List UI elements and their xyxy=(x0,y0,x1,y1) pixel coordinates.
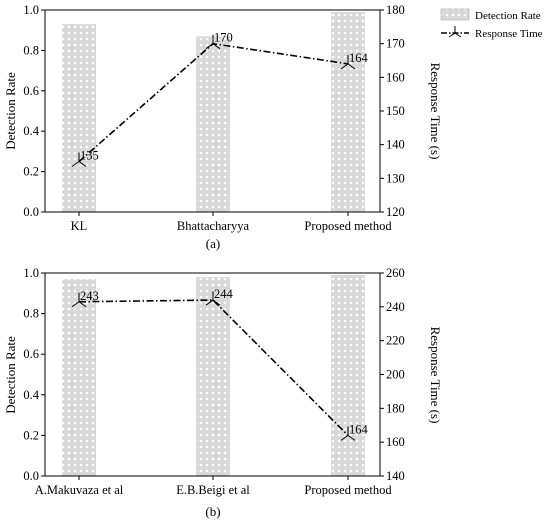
y-tick-label: 0.2 xyxy=(23,428,39,442)
bar-2 xyxy=(196,277,230,476)
x-tick-label: KL xyxy=(71,219,88,233)
response-time-line xyxy=(78,299,349,436)
panel-a-y-ticks: 0.0 0.2 0.4 0.6 0.8 1.0 xyxy=(23,3,45,219)
y-tick-label: 0.6 xyxy=(23,84,39,98)
panel-a-y2-ticks: 120 130 140 150 160 170 180 xyxy=(380,3,405,219)
response-time-data-label: 244 xyxy=(214,287,234,301)
x-tick-label: E.B.Beigi et al xyxy=(176,483,250,497)
response-time-data-label: 164 xyxy=(349,51,369,65)
y2-tick-label: 140 xyxy=(386,469,405,483)
y2-tick-label: 140 xyxy=(386,138,405,152)
panel-b-x-ticks: A.Makuvaza et al E.B.Beigi et al Proposed … xyxy=(35,476,392,497)
x-tick-label: Proposed method xyxy=(304,483,392,497)
y2-tick-label: 120 xyxy=(386,205,405,219)
y2-tick-label: 130 xyxy=(386,171,405,185)
bar-1 xyxy=(62,24,96,212)
y-tick-label: 0.8 xyxy=(23,307,39,321)
response-time-data-label: 164 xyxy=(349,422,369,436)
y2-tick-label: 150 xyxy=(386,104,405,118)
panel-a-y2label: Response Time (s) xyxy=(428,63,443,160)
y2-tick-label: 160 xyxy=(386,435,405,449)
response-time-marker xyxy=(205,34,221,50)
y2-tick-label: 200 xyxy=(386,368,405,382)
bar-3 xyxy=(331,12,365,212)
y2-tick-label: 180 xyxy=(386,401,405,415)
response-time-marker xyxy=(340,54,356,70)
y-tick-label: 0.4 xyxy=(23,388,39,402)
y-tick-label: 0.8 xyxy=(23,43,39,57)
y2-tick-label: 160 xyxy=(386,70,405,84)
y2-tick-label: 170 xyxy=(386,37,405,51)
panel-b-y2-ticks: 140 160 180 200 220 240 260 xyxy=(380,266,405,483)
y-tick-label: 0.4 xyxy=(23,124,39,138)
response-time-marker xyxy=(71,292,87,308)
panel-b-ylabel: Detection Rate xyxy=(3,336,18,414)
x-tick-label: Proposed method xyxy=(304,219,392,233)
panel-b: 0.0 0.2 0.4 0.6 0.8 1.0 140 160 180 200 220 240 260… xyxy=(3,266,443,519)
bar-3 xyxy=(331,275,365,476)
response-time-marker xyxy=(340,426,356,441)
response-time-data-label: 243 xyxy=(80,289,99,303)
legend-bar-swatch xyxy=(440,8,470,21)
y2-tick-label: 240 xyxy=(386,300,405,314)
y-tick-label: 1.0 xyxy=(23,266,39,280)
legend-bar-label: Detection Rate xyxy=(475,10,541,22)
y2-tick-label: 220 xyxy=(386,334,405,348)
x-tick-label: A.Makuvaza et al xyxy=(35,483,124,497)
legend-line-label: Response Time xyxy=(475,28,543,40)
panel-b-label: (b) xyxy=(205,504,220,519)
legend-line-marker xyxy=(448,26,462,38)
panel-b-bars xyxy=(62,275,365,476)
panel-b-y2label: Response Time (s) xyxy=(428,327,443,424)
response-time-data-label: 170 xyxy=(214,31,233,45)
panel-a-label: (a) xyxy=(206,236,220,251)
bar-1 xyxy=(62,279,96,476)
panel-a-line: 135 170 164 xyxy=(71,31,369,167)
legend: Detection Rate Response Time xyxy=(440,8,543,40)
y-tick-label: 0.6 xyxy=(23,347,39,361)
response-time-data-label: 135 xyxy=(80,149,99,163)
panel-a-x-ticks: KL Bhattacharyya Proposed method xyxy=(71,212,392,233)
y-tick-label: 1.0 xyxy=(23,3,39,17)
response-time-marker xyxy=(71,152,87,167)
y-tick-label: 0.0 xyxy=(23,469,39,483)
panel-b-y-ticks: 0.0 0.2 0.4 0.6 0.8 1.0 xyxy=(23,266,45,483)
response-time-marker xyxy=(205,291,221,306)
y2-tick-label: 260 xyxy=(386,266,405,280)
x-tick-label: Bhattacharyya xyxy=(177,219,250,233)
y-tick-label: 0.2 xyxy=(23,165,39,179)
panel-a: 0.0 0.2 0.4 0.6 0.8 1.0 120 130 140 150 160 170 180… xyxy=(3,3,443,251)
y-tick-label: 0.0 xyxy=(23,205,39,219)
y2-tick-label: 180 xyxy=(386,3,405,17)
panel-a-bars xyxy=(62,12,365,213)
bar-2 xyxy=(196,36,230,213)
panel-a-ylabel: Detection Rate xyxy=(3,72,18,150)
panel-b-line: 243 244 164 xyxy=(71,287,369,441)
